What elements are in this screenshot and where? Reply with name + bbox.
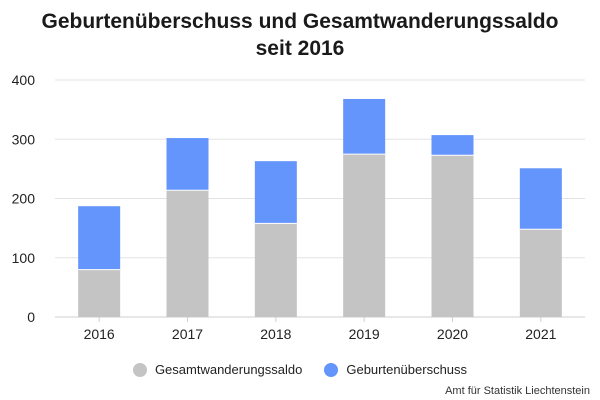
legend-swatch-geburtenueberschuss	[324, 362, 339, 377]
bar-geburtenueberschuss-2019	[343, 98, 386, 155]
x-tick-label-2021: 2021	[525, 326, 556, 342]
y-tick-label-200: 200	[12, 191, 36, 207]
source-credit: Amt für Statistik Liechtenstein	[445, 385, 590, 397]
legend-swatch-gesamtwanderungssaldo	[132, 362, 147, 377]
bar-gesamtwanderungssaldo-2018	[254, 223, 297, 317]
bar-geburtenueberschuss-2020	[431, 135, 474, 156]
y-tick-label-400: 400	[12, 72, 36, 88]
bar-gesamtwanderungssaldo-2019	[343, 154, 386, 317]
y-tick-label-300: 300	[12, 131, 36, 147]
chart-title-line-2: seit 2016	[255, 37, 345, 60]
bar-gesamtwanderungssaldo-2020	[431, 155, 474, 317]
bar-gesamtwanderungssaldo-2016	[78, 269, 121, 317]
chart-title: Geburtenüberschuss und Gesamtwanderungss…	[0, 8, 600, 62]
bar-geburtenueberschuss-2017	[166, 138, 209, 191]
x-tick-label-2020: 2020	[437, 326, 468, 342]
x-tick-label-2016: 2016	[84, 326, 115, 342]
bar-geburtenueberschuss-2018	[254, 161, 297, 224]
bar-geburtenueberschuss-2016	[78, 206, 121, 270]
y-tick-label-100: 100	[12, 250, 36, 266]
legend-label-geburtenueberschuss: Geburtenüberschuss	[346, 362, 468, 377]
bar-gesamtwanderungssaldo-2021	[519, 229, 562, 317]
chart-legend: Gesamtwanderungssaldo Geburtenüberschuss	[0, 362, 600, 377]
y-tick-label-0: 0	[27, 309, 35, 325]
legend-item-geburtenueberschuss[interactable]: Geburtenüberschuss	[324, 362, 467, 377]
bar-geburtenueberschuss-2021	[519, 168, 562, 230]
legend-label-gesamtwanderungssaldo: Gesamtwanderungssaldo	[154, 362, 303, 377]
x-tick-label-2018: 2018	[260, 326, 291, 342]
legend-item-gesamtwanderungssaldo[interactable]: Gesamtwanderungssaldo	[132, 362, 303, 377]
chart-title-line-1: Geburtenüberschuss und Gesamtwanderungss…	[41, 10, 559, 33]
x-tick-label-2017: 2017	[172, 326, 203, 342]
bar-gesamtwanderungssaldo-2017	[166, 190, 209, 317]
x-tick-label-2019: 2019	[349, 326, 380, 342]
